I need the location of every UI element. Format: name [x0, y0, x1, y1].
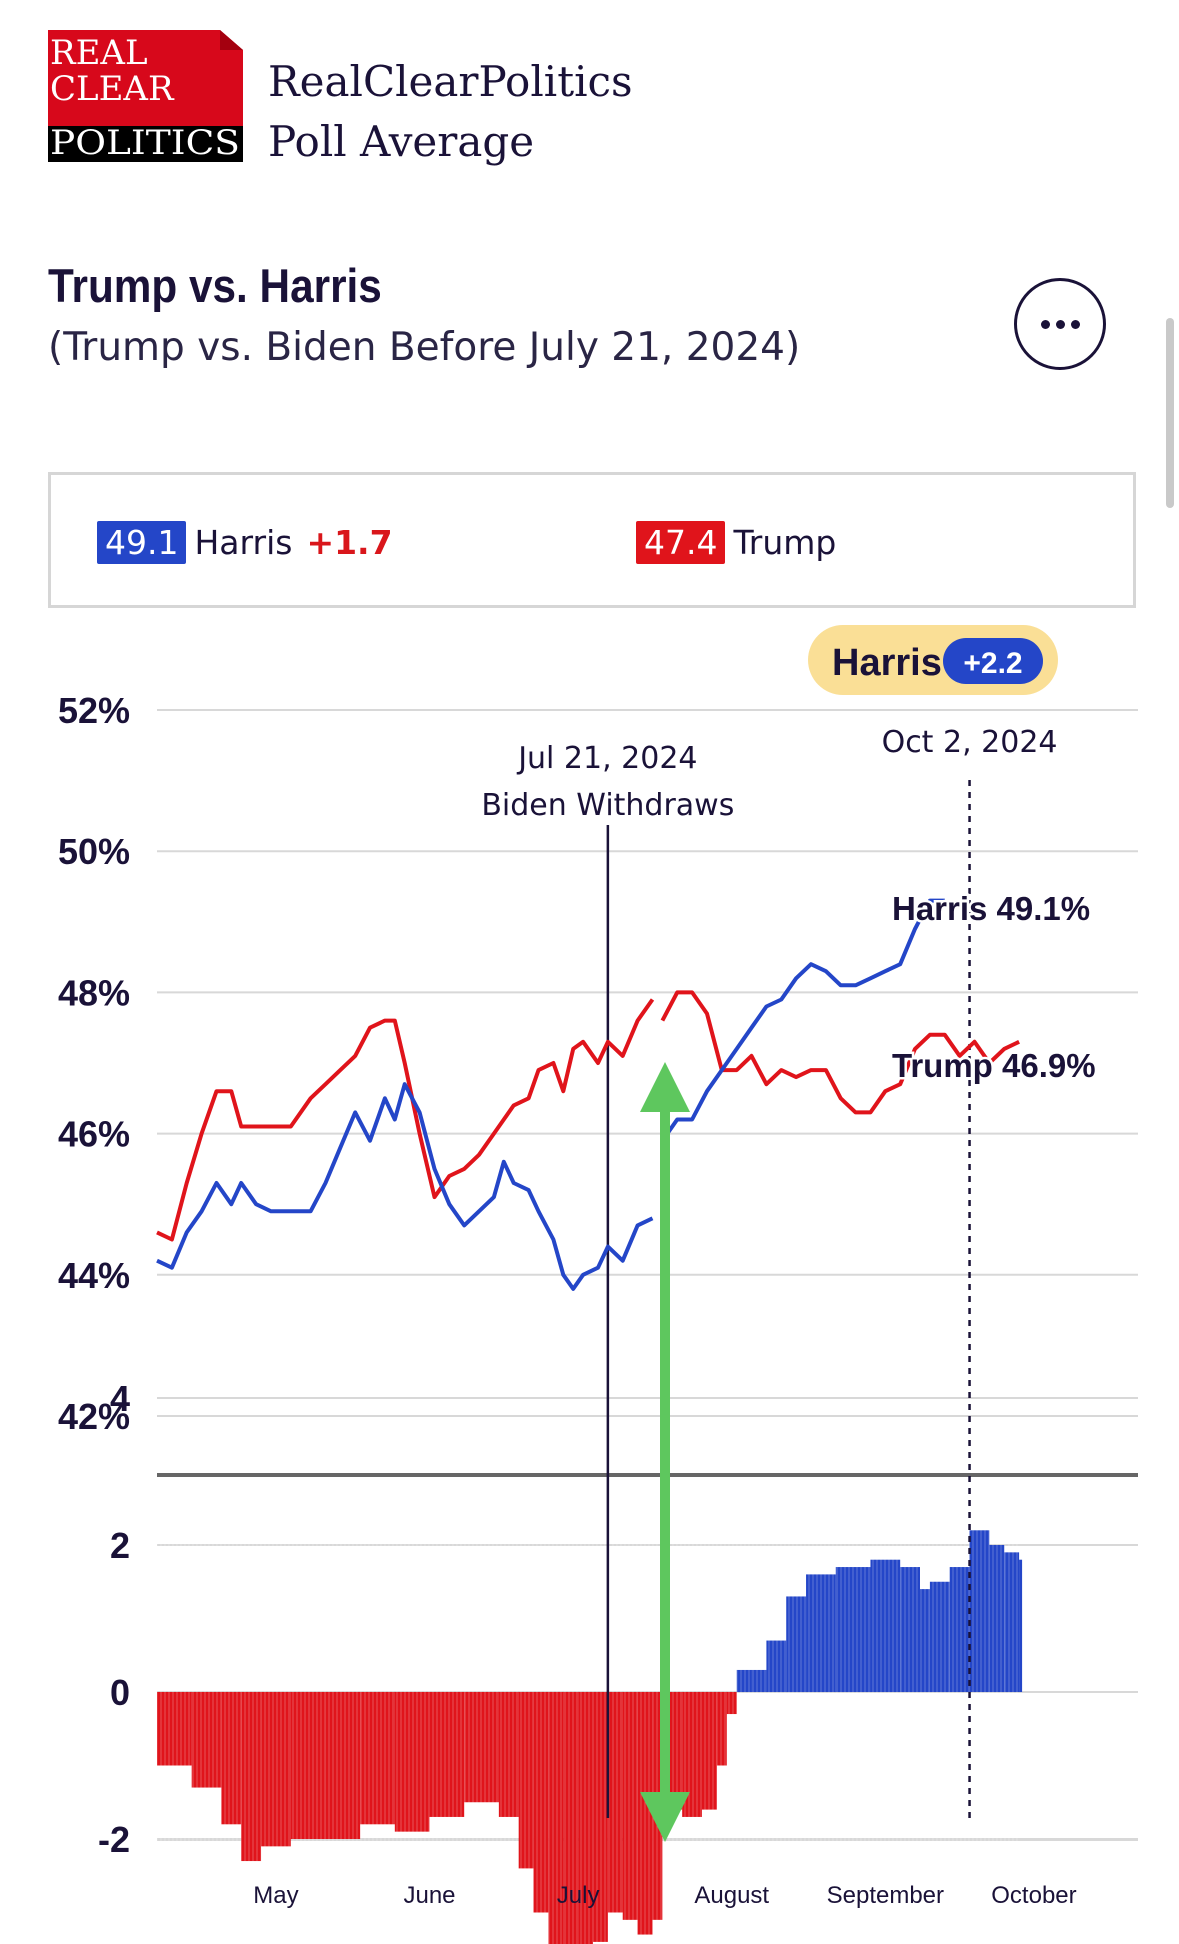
spread-bar: [702, 1692, 717, 1810]
y-tick-label: 52%: [58, 690, 130, 731]
current-date-label: Oct 2, 2024: [882, 725, 1058, 760]
spread-bar: [1019, 1559, 1023, 1692]
y-tick-label: 44%: [58, 1255, 130, 1296]
green-arrow-head-down: [640, 1792, 690, 1842]
spread-bar: [533, 1692, 549, 1913]
more-horizontal-icon: [1040, 319, 1050, 329]
spread-bar: [464, 1692, 499, 1803]
spread-bar: [920, 1589, 930, 1692]
spread-bar: [241, 1692, 262, 1862]
poll-chart: 52%50%48%46%44%42%420-2-4Jul 21, 2024Bid…: [58, 625, 1138, 1944]
spread-bar: [325, 1692, 361, 1839]
x-tick-label: July: [557, 1882, 600, 1909]
spread-bar: [969, 1530, 990, 1692]
green-arrow-head-up: [640, 1062, 690, 1112]
x-tick-label: September: [827, 1882, 944, 1909]
x-tick-label: October: [991, 1882, 1076, 1909]
page-subtitle: (Trump vs. Biden Before July 21, 2024): [48, 325, 801, 370]
legend-trump: 47.4 Trump: [636, 521, 836, 564]
harris-name: Harris: [194, 523, 293, 562]
brand-line-1: RealClearPolitics: [268, 57, 633, 106]
legend-harris: 49.1 Harris +1.7: [97, 521, 393, 564]
rcp-logo: REAL CLEAR POLITICS: [48, 30, 243, 162]
spread-bar: [716, 1692, 727, 1766]
spread-bar: [766, 1640, 787, 1692]
bar-y-tick-label: 2: [110, 1525, 130, 1566]
spread-bar: [806, 1574, 836, 1692]
spread-bar: [751, 1669, 767, 1692]
lead-badge-name: Harris: [832, 642, 942, 684]
bar-y-tick-label: 0: [110, 1672, 130, 1713]
spread-bar: [593, 1692, 608, 1942]
harris-value-badge: 49.1: [97, 521, 187, 564]
harris-end-label: Harris 49.1%: [892, 890, 1090, 927]
y-tick-label: 48%: [58, 972, 130, 1013]
spread-bar: [637, 1692, 653, 1935]
spread-bar: [548, 1692, 564, 1944]
logo-text-1: REAL: [50, 33, 148, 73]
spread-bar: [682, 1692, 702, 1817]
spread-bar: [736, 1669, 752, 1692]
spread-bar: [290, 1692, 326, 1839]
poll-average-legend: 49.1 Harris +1.7 47.4 Trump: [48, 472, 1136, 608]
trump-line: [156, 998, 655, 1242]
trump-end-label: Trump 46.9%: [892, 1047, 1096, 1084]
bar-y-tick-label: -2: [98, 1819, 130, 1860]
spread-bar: [157, 1692, 192, 1766]
annotation-date-label: Jul 21, 2024: [516, 741, 697, 776]
harris-line: [156, 1082, 654, 1291]
more-options-button[interactable]: [1014, 278, 1106, 370]
spread-bar: [1004, 1552, 1020, 1692]
harris-line: [660, 898, 945, 1142]
logo-text-3: POLITICS: [50, 123, 240, 162]
spread-bar: [360, 1692, 395, 1825]
spread-bar: [221, 1692, 242, 1825]
harris-spread: +1.7: [306, 523, 393, 562]
logo-text-2: CLEAR: [50, 69, 175, 109]
spread-bar: [870, 1559, 901, 1692]
x-tick-label: June: [403, 1882, 455, 1909]
spread-bar: [622, 1692, 638, 1920]
lead-badge-pill: [943, 638, 1043, 684]
trump-value-badge: 47.4: [636, 521, 726, 564]
spread-bar: [563, 1692, 579, 1944]
spread-bar: [786, 1596, 807, 1692]
annotation-event-label: Biden Withdraws: [481, 788, 734, 823]
trump-name: Trump: [733, 523, 837, 562]
spread-bar: [989, 1545, 1005, 1692]
spread-bar: [726, 1692, 737, 1715]
spread-bar: [261, 1692, 291, 1847]
spread-bar: [498, 1692, 519, 1817]
spread-bar: [607, 1692, 623, 1913]
y-tick-label: 50%: [58, 831, 130, 872]
brand-line-2: Poll Average: [268, 117, 535, 166]
brand-name: RealClearPolitics Poll Average: [268, 52, 633, 172]
spread-bar: [191, 1692, 222, 1788]
spread-bar: [900, 1567, 920, 1692]
bar-y-tick-label: 4: [110, 1378, 130, 1419]
x-tick-label: May: [253, 1882, 298, 1909]
spread-bar: [518, 1692, 534, 1869]
spread-bar: [949, 1567, 970, 1692]
x-tick-label: August: [694, 1882, 769, 1909]
spread-bar: [929, 1581, 950, 1692]
y-tick-label: 46%: [58, 1114, 130, 1155]
spread-bar: [394, 1692, 430, 1832]
y-tick-label: 42%: [58, 1396, 130, 1437]
scrollbar[interactable]: [1166, 318, 1174, 508]
page-title: Trump vs. Harris: [48, 259, 382, 312]
spread-bar: [578, 1692, 593, 1944]
spread-bar: [429, 1692, 465, 1817]
spread-bar: [835, 1567, 871, 1692]
lead-badge-margin: +2.2: [963, 647, 1022, 680]
